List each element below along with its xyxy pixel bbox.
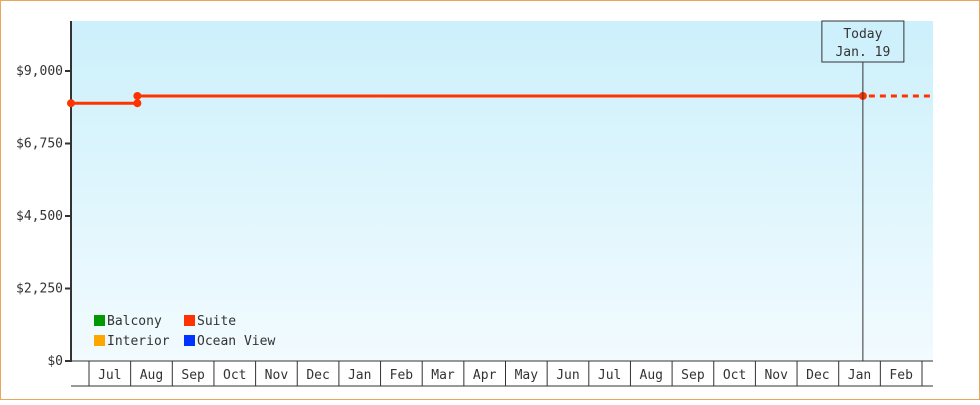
y-tick-label: $4,500: [16, 209, 63, 224]
legend-swatch-interior: [94, 335, 105, 346]
legend-swatch-ocean-view: [184, 335, 195, 346]
x-tick-label: Feb: [889, 368, 913, 383]
legend-swatch-balcony: [94, 315, 105, 326]
today-marker: Today Jan. 19: [821, 20, 905, 361]
y-tick-label: $0: [47, 354, 63, 369]
y-tick-label: $6,750: [16, 137, 63, 152]
x-tick-label: Nov: [764, 368, 788, 383]
y-axis: $0 $2,250 $4,500 $6,750 $9,000: [16, 21, 72, 369]
x-tick-label: Dec: [306, 368, 329, 383]
plot-area: [71, 21, 933, 361]
x-tick-label: Jul: [598, 368, 621, 383]
y-tick-label: $9,000: [16, 64, 63, 79]
x-tick-label: May: [515, 368, 539, 383]
x-tick-label: Aug: [140, 368, 163, 383]
x-tick-label: Jan: [848, 368, 871, 383]
series-layer: [67, 91, 933, 108]
legend-label[interactable]: Interior: [107, 334, 170, 349]
data-point[interactable]: [133, 99, 142, 108]
x-tick-label: Feb: [390, 368, 414, 383]
x-tick-label: Oct: [223, 368, 246, 383]
legend-label[interactable]: Balcony: [107, 314, 162, 329]
x-tick-label: Jul: [98, 368, 121, 383]
x-tick-label: Aug: [640, 368, 663, 383]
x-tick-label: Nov: [265, 368, 289, 383]
legend-label[interactable]: Suite: [197, 314, 236, 329]
today-box: [821, 20, 905, 63]
x-tick-label: Mar: [431, 368, 455, 383]
x-tick-label: Oct: [723, 368, 746, 383]
data-point[interactable]: [133, 91, 142, 100]
today-label: Today: [843, 27, 882, 42]
x-tick-label: Sep: [681, 368, 705, 383]
legend-swatch-suite: [184, 315, 195, 326]
x-tick-label: Jun: [556, 368, 579, 383]
x-axis: Jul Aug Sep Oct Nov Dec Jan Feb Mar Apr May Jun Jul A…: [71, 360, 933, 387]
x-tick-label: Apr: [473, 368, 497, 383]
x-tick-label: Dec: [806, 368, 829, 383]
legend-label[interactable]: Ocean View: [197, 334, 275, 349]
data-point[interactable]: [67, 99, 75, 108]
x-tick-label: Sep: [181, 368, 205, 383]
y-tick-label: $2,250: [16, 282, 63, 297]
today-date: Jan. 19: [835, 45, 890, 60]
legend: Balcony Suite Interior Ocean View: [94, 314, 275, 349]
x-tick-label: Jan: [348, 368, 371, 383]
